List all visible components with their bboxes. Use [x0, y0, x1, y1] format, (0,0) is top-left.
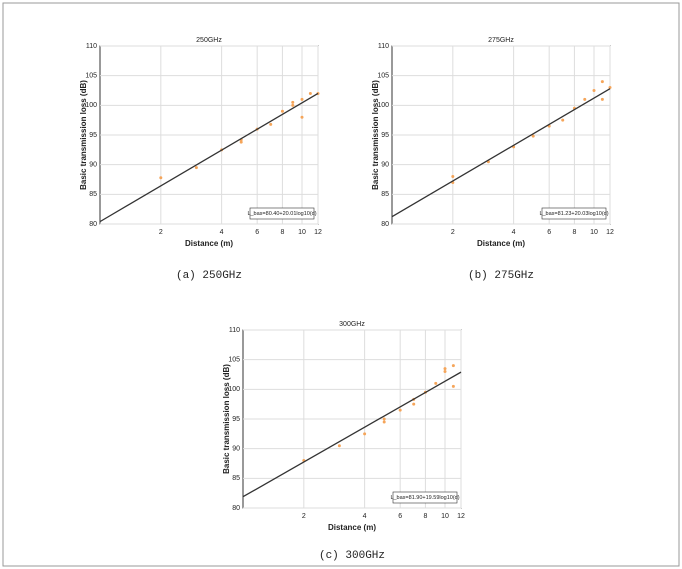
equation: L_bas=80.40+20.01log10(d): [247, 211, 316, 217]
y-tick-label: 95: [381, 132, 389, 139]
chart-title: 300GHz: [339, 321, 365, 328]
y-axis-label: Basic transmission loss (dB): [79, 80, 88, 190]
data-point: [592, 89, 596, 92]
data-point: [239, 140, 243, 144]
x-tick-label: 8: [423, 513, 427, 520]
x-tick-label: 8: [280, 229, 284, 236]
x-axis-label: Distance (m): [185, 239, 233, 248]
x-tick-label: 10: [441, 513, 449, 520]
data-point: [291, 100, 295, 104]
y-tick-label: 105: [377, 73, 389, 80]
x-tick-label: 4: [220, 229, 224, 236]
x-axis-label: Distance (m): [328, 523, 376, 532]
equation: L_bas=81.23+20.03log10(d): [539, 211, 608, 217]
data-point: [280, 109, 284, 113]
x-tick-label: 4: [512, 229, 516, 236]
equation-box: [392, 491, 458, 504]
y-tick-label: 95: [89, 132, 97, 139]
y-tick-label: 90: [381, 162, 389, 169]
x-tick-label: 12: [457, 513, 465, 520]
data-point: [363, 432, 367, 436]
fit-line: [391, 88, 611, 218]
y-tick-label: 100: [377, 102, 389, 109]
data-point: [337, 444, 341, 448]
x-tick-label: 2: [302, 513, 306, 520]
caption: (b) 275GHz: [468, 270, 534, 282]
data-point: [194, 166, 198, 170]
data-point: [600, 97, 604, 101]
y-tick-label: 105: [228, 357, 240, 364]
x-tick-label: 2: [159, 229, 163, 236]
data-point: [300, 97, 304, 101]
y-tick-label: 90: [89, 162, 97, 169]
y-tick-label: 110: [229, 327, 240, 334]
equation-box: [541, 207, 607, 220]
y-tick-label: 110: [86, 43, 97, 50]
data-point: [308, 91, 312, 95]
x-tick-label: 8: [572, 229, 576, 236]
y-tick-label: 95: [232, 416, 240, 423]
x-tick-label: 10: [590, 229, 598, 236]
x-tick-label: 12: [314, 229, 322, 236]
data-point: [382, 420, 386, 424]
data-point: [443, 370, 447, 374]
y-tick-label: 85: [232, 475, 240, 482]
data-point: [443, 367, 447, 371]
data-point: [398, 408, 402, 412]
x-tick-label: 12: [606, 229, 614, 236]
data-point: [382, 417, 386, 421]
y-tick-label: 80: [381, 221, 389, 228]
chart-title: 275GHz: [488, 37, 514, 44]
data-point: [434, 381, 438, 385]
caption: (a) 250GHz: [176, 270, 242, 282]
x-tick-label: 6: [547, 229, 551, 236]
y-tick-label: 100: [85, 102, 97, 109]
x-tick-label: 10: [298, 229, 306, 236]
x-tick-label: 6: [398, 513, 402, 520]
y-tick-label: 105: [85, 73, 97, 80]
y-tick-label: 90: [232, 446, 240, 453]
y-axis-label: Basic transmission loss (dB): [371, 80, 380, 190]
fit-line: [242, 371, 462, 498]
x-axis-label: Distance (m): [477, 239, 525, 248]
x-tick-label: 6: [255, 229, 259, 236]
data-point: [300, 115, 304, 119]
x-tick-label: 4: [363, 513, 367, 520]
y-tick-label: 80: [89, 221, 97, 228]
y-tick-label: 100: [228, 386, 240, 393]
y-axis-label: Basic transmission loss (dB): [222, 364, 231, 474]
data-point: [451, 384, 455, 388]
data-point: [531, 134, 535, 138]
fit-line: [99, 92, 319, 223]
data-point: [583, 97, 587, 101]
equation: L_bas=81.90+19.59log10(d): [390, 495, 459, 501]
y-tick-label: 110: [378, 43, 389, 50]
y-tick-label: 80: [232, 505, 240, 512]
data-point: [269, 122, 273, 126]
data-point: [412, 402, 416, 406]
y-tick-label: 85: [89, 191, 97, 198]
data-point: [451, 364, 455, 368]
data-point: [451, 175, 455, 179]
data-point: [291, 103, 295, 107]
chart-title: 250GHz: [196, 37, 222, 44]
y-tick-label: 85: [381, 191, 389, 198]
x-tick-label: 2: [451, 229, 455, 236]
data-point: [159, 176, 163, 180]
caption: (c) 300GHz: [319, 550, 385, 562]
data-point: [608, 86, 612, 90]
equation-box: [249, 207, 315, 220]
data-point: [561, 118, 565, 122]
data-point: [600, 80, 604, 84]
